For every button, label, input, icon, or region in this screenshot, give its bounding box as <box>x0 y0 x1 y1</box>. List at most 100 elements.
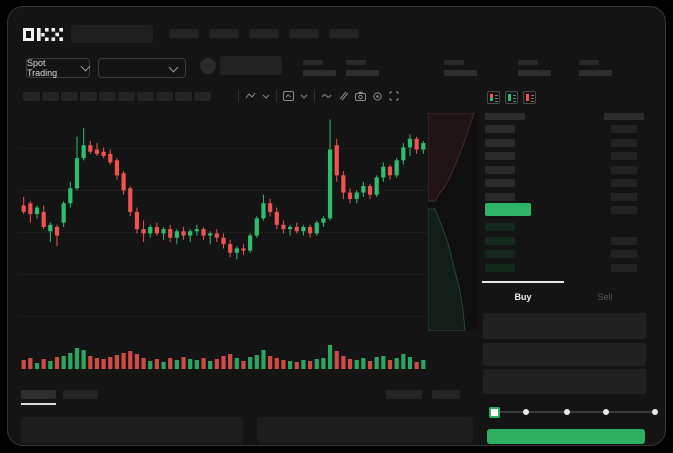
stat-label-placeholder <box>579 60 599 65</box>
volume-chart <box>21 345 426 369</box>
fullscreen-icon[interactable] <box>389 91 399 101</box>
ask-price-bar[interactable] <box>485 192 515 201</box>
ask-amount-bar <box>611 165 637 174</box>
gridline <box>17 148 480 149</box>
market-type-selector[interactable]: Spot Trading <box>26 58 91 78</box>
line-tool-icon[interactable] <box>321 91 332 101</box>
ask-amount-bar <box>611 138 637 147</box>
interval-button[interactable] <box>80 92 97 101</box>
chart-toolbar-icons <box>238 90 399 102</box>
bid-price-bar[interactable] <box>485 236 515 245</box>
slider-stop[interactable] <box>564 409 570 415</box>
interval-button[interactable] <box>137 92 154 101</box>
nav-item[interactable] <box>289 29 319 38</box>
interval-button[interactable] <box>23 92 40 101</box>
slider-stop[interactable] <box>603 409 609 415</box>
interval-button[interactable] <box>118 92 135 101</box>
chart-style-icon[interactable] <box>245 91 256 101</box>
bid-amount-bar <box>611 250 637 258</box>
active-tab-underline <box>21 403 56 405</box>
price-row-amount-bar <box>611 205 637 214</box>
gridline <box>17 232 480 233</box>
ticker-stat <box>518 60 551 76</box>
interval-button[interactable] <box>156 92 173 101</box>
total-field[interactable] <box>483 369 646 394</box>
slider-track <box>491 411 656 413</box>
chevron-down-icon <box>168 62 179 73</box>
nav-item[interactable] <box>249 29 279 38</box>
chevron-down-icon <box>80 61 91 72</box>
ask-price-bar[interactable] <box>485 125 515 133</box>
chevron-down-icon[interactable] <box>300 92 308 100</box>
app-window: Spot Trading <box>7 6 666 446</box>
coin-icon <box>200 58 216 74</box>
amount-slider <box>487 405 659 419</box>
camera-icon[interactable] <box>355 91 366 101</box>
slider-stop[interactable] <box>523 409 529 415</box>
bottom-panel[interactable] <box>257 417 473 443</box>
interval-button[interactable] <box>99 92 116 101</box>
gridline <box>17 190 480 191</box>
nav-item[interactable] <box>209 29 239 38</box>
buy-tab-label: Buy <box>514 292 532 302</box>
buy-submit-button[interactable] <box>487 429 645 444</box>
slider-stop[interactable] <box>652 409 658 415</box>
bid-price-bar[interactable] <box>485 263 515 272</box>
ask-price-bar[interactable] <box>485 138 515 147</box>
tab-sell[interactable]: Sell <box>564 281 646 311</box>
interval-button[interactable] <box>175 92 192 101</box>
candlestick-chart[interactable] <box>21 113 427 335</box>
divider <box>314 90 315 102</box>
nav-item[interactable] <box>169 29 199 38</box>
ask-price-bar[interactable] <box>485 165 515 174</box>
gridline <box>17 274 480 275</box>
gridline <box>17 316 480 317</box>
bottom-right-button[interactable] <box>386 390 422 399</box>
book-bids-icon[interactable] <box>505 91 518 104</box>
ask-price-bar[interactable] <box>485 179 515 187</box>
ticker-stat <box>303 60 336 76</box>
amount-field[interactable] <box>483 343 646 366</box>
tab-buy[interactable]: Buy <box>482 281 564 311</box>
book-asks-icon[interactable] <box>523 91 536 104</box>
compare-icon[interactable] <box>338 91 349 101</box>
settings-gear-icon[interactable] <box>372 91 383 102</box>
stat-label-placeholder <box>346 60 366 65</box>
interval-button[interactable] <box>42 92 59 101</box>
ticker-stat <box>346 60 379 76</box>
pair-name-placeholder <box>220 56 282 75</box>
indicators-icon[interactable] <box>283 91 294 101</box>
chevron-down-icon[interactable] <box>262 92 270 100</box>
depth-chart <box>428 113 479 331</box>
ask-amount-bar <box>611 179 637 187</box>
divider <box>238 90 239 102</box>
okx-logo <box>23 27 63 42</box>
slider-handle[interactable] <box>489 407 500 418</box>
ask-amount-bar <box>611 125 637 133</box>
stat-value-placeholder <box>346 70 379 76</box>
book-all-icon[interactable] <box>487 91 500 104</box>
interval-button[interactable] <box>61 92 78 101</box>
bottom-tab[interactable] <box>63 390 98 399</box>
bid-amount-bar <box>611 236 637 245</box>
interval-button[interactable] <box>194 92 211 101</box>
stat-label-placeholder <box>303 60 323 65</box>
stat-value-placeholder <box>444 70 477 76</box>
stat-label-placeholder <box>518 60 538 65</box>
bottom-right-button[interactable] <box>432 390 460 399</box>
divider <box>276 90 277 102</box>
nav-menu <box>169 29 359 38</box>
bottom-panel[interactable] <box>21 417 243 443</box>
pair-dropdown[interactable] <box>98 58 186 78</box>
bottom-tab-active[interactable] <box>21 390 56 399</box>
ask-amount-bar <box>611 152 637 160</box>
last-price-bar[interactable] <box>485 203 531 216</box>
bid-price-bar[interactable] <box>485 250 515 258</box>
bid-price-bar[interactable] <box>485 223 515 231</box>
bid-amount-bar <box>611 263 637 272</box>
ask-price-bar[interactable] <box>485 152 515 160</box>
price-column-header <box>485 113 525 120</box>
logo-text-placeholder <box>71 25 153 43</box>
nav-item[interactable] <box>329 29 359 38</box>
price-field[interactable] <box>483 313 646 339</box>
